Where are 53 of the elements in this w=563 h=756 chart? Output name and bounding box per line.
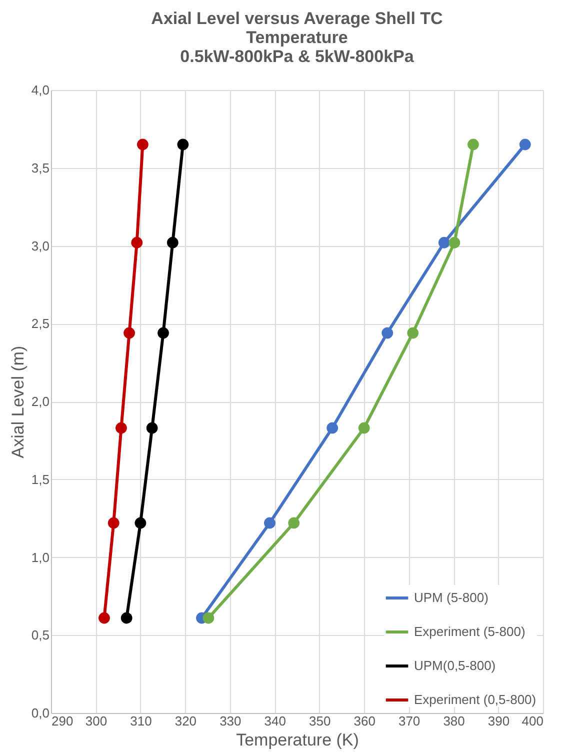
point [358,422,370,434]
y-axis-title: Axial Level (m) [8,346,28,458]
point [288,517,300,529]
x-tick-label: 380 [443,714,465,728]
point [116,422,127,434]
x-tick-label: 310 [130,714,152,728]
x-tick-label: 370 [398,714,420,728]
point [166,236,178,248]
text: Temperature [246,28,348,47]
point [98,612,110,624]
y-tick-label: 3,0 [31,238,50,254]
point [326,422,338,434]
point [146,422,158,434]
text: Axial Level versus Average Shell TC [151,9,443,28]
point [438,236,450,248]
x-tick-label: 400 [522,714,544,728]
point [264,517,276,529]
point [177,138,189,150]
x-tick-label: 320 [174,714,197,728]
legend-label: UPM (5-800) [414,590,488,605]
point [120,612,132,624]
x-tick-label: 290 [52,714,74,728]
x-tick-label: 330 [220,714,242,728]
point [134,517,146,529]
y-tick-label: 1,5 [31,472,50,487]
point [382,327,394,339]
y-tick-label: 3,5 [31,160,50,176]
y-tick-label: 2,5 [31,316,50,332]
x-tick-label: 390 [488,714,510,728]
point [158,327,169,339]
x-tick-label: 340 [264,714,286,728]
point [468,138,479,150]
y-tick-label: 0,0 [31,706,50,720]
x-axis-title: Temperature (K) [236,730,359,750]
legend-label: Experiment (5-800) [414,624,526,639]
point [136,138,148,150]
x-tick-label: 350 [309,714,331,728]
x-tick-label: 360 [354,714,376,728]
text: 0.5kW-800kPa & 5kW-800kPa [180,47,414,66]
point [407,327,419,339]
x-tick-label: 300 [85,714,108,728]
legend-label: Experiment (0,5-800) [414,692,536,707]
point [131,236,143,248]
legend-label: UPM(0,5-800) [414,658,496,673]
y-tick-label: 4,0 [31,82,50,98]
point [108,517,120,529]
y-tick-label: 1,0 [31,550,50,565]
y-tick-label: 2,0 [31,394,50,409]
point [448,236,460,248]
point [519,138,531,150]
point [124,327,135,339]
y-tick-label: 0,5 [31,628,50,643]
point [202,612,214,624]
